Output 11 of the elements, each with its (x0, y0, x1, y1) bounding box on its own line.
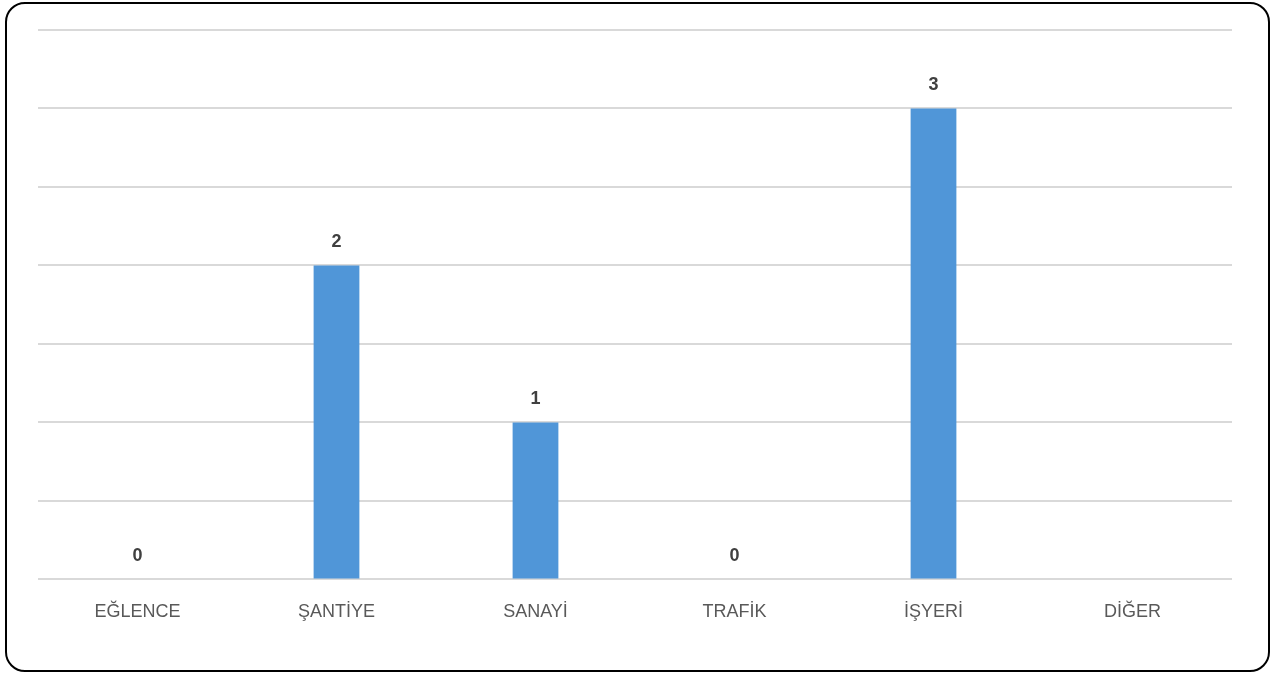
x-tick-label: TRAFİK (702, 601, 767, 622)
x-tick-label: SANAYİ (503, 601, 568, 622)
data-label: 1 (530, 388, 541, 409)
data-label: 0 (132, 545, 143, 566)
x-tick-label: ŞANTİYE (297, 601, 376, 622)
x-tick-label: EĞLENCE (94, 600, 181, 622)
x-tick-label: DİĞER (1103, 600, 1162, 622)
data-label: 2 (331, 231, 342, 252)
data-label: 0 (729, 545, 740, 566)
data-label: 3 (928, 74, 939, 95)
x-tick-label: İŞYERİ (903, 601, 964, 622)
